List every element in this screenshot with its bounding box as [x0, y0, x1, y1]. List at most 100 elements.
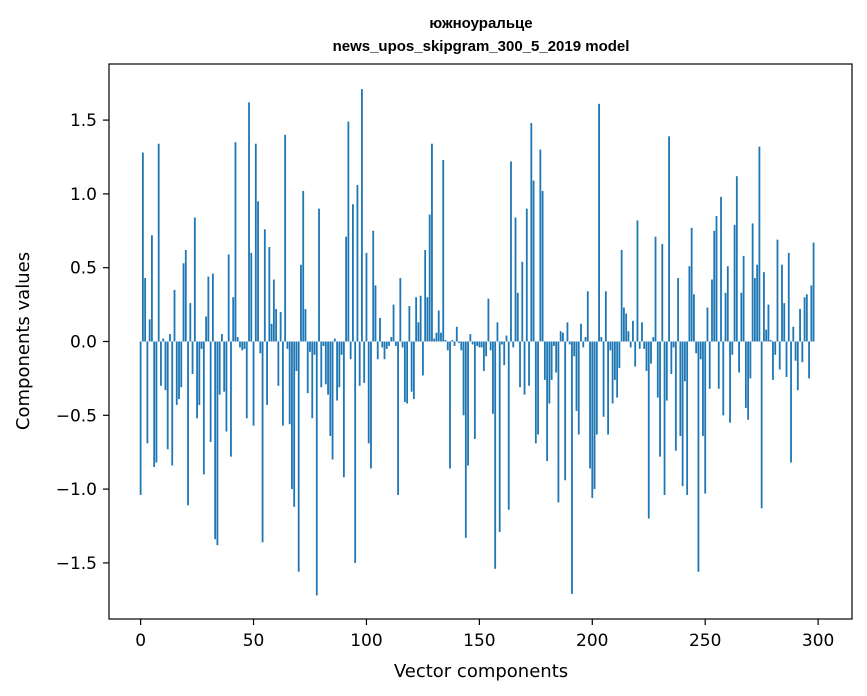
bar [460, 341, 463, 351]
bar [403, 341, 406, 403]
bar [753, 278, 756, 342]
bar [209, 341, 212, 442]
bar [284, 134, 287, 342]
bar [275, 309, 278, 342]
bar [157, 143, 160, 342]
bar [740, 292, 743, 342]
bar [803, 297, 806, 342]
bar [537, 341, 539, 435]
bar [309, 341, 311, 352]
bar [634, 341, 637, 367]
bar [221, 334, 223, 342]
bar [708, 341, 711, 389]
bar [144, 278, 147, 342]
bar [451, 340, 454, 342]
bar [286, 341, 289, 349]
bar [440, 332, 442, 342]
bar [613, 341, 616, 380]
bar [808, 341, 810, 379]
bar [297, 341, 300, 572]
bar [568, 341, 571, 345]
bar [480, 341, 483, 348]
bar [726, 266, 729, 342]
bar [654, 236, 657, 342]
bar [155, 341, 158, 463]
bar [200, 341, 203, 349]
bar [604, 291, 607, 342]
bar [713, 230, 716, 342]
bar [315, 341, 318, 596]
bar [354, 341, 357, 563]
bar [408, 306, 411, 342]
bar [467, 341, 469, 466]
bar [772, 341, 774, 380]
bar [552, 341, 555, 346]
bar [541, 190, 544, 342]
bar [169, 334, 171, 342]
bar [476, 341, 479, 346]
bar [767, 304, 770, 342]
bar [320, 341, 323, 388]
bar [482, 341, 485, 372]
bar [342, 341, 345, 478]
y-tick-label: −0.5 [56, 406, 97, 426]
bar [799, 309, 801, 342]
bar [756, 264, 759, 342]
bar [555, 341, 558, 373]
bar [674, 341, 677, 451]
bar [146, 341, 149, 444]
bar [629, 341, 632, 348]
bar [329, 341, 332, 436]
bar [207, 276, 210, 342]
bar [363, 341, 366, 383]
bar [763, 272, 765, 342]
bar [435, 332, 438, 342]
bar [679, 341, 682, 436]
bar [234, 142, 237, 342]
plot-frame [108, 63, 853, 620]
bar [566, 322, 569, 342]
bar [742, 255, 745, 342]
bar [426, 297, 429, 342]
bar [792, 326, 795, 342]
bar [471, 341, 474, 345]
bar [729, 341, 731, 423]
bar [702, 341, 704, 436]
bar [593, 341, 596, 490]
bar [760, 341, 763, 509]
bar [218, 341, 221, 395]
bar [449, 341, 451, 469]
bar [225, 341, 228, 432]
bar [365, 252, 368, 342]
bar [446, 341, 449, 351]
bar [397, 341, 399, 496]
bar [611, 341, 614, 404]
bar [514, 217, 517, 342]
x-axis-label: Vector components [394, 661, 568, 682]
bar [645, 341, 648, 372]
chart-subtitle: news_upos_skipgram_300_5_2019 model [333, 38, 630, 55]
bar [778, 341, 781, 370]
bar [512, 341, 515, 348]
bar [589, 341, 591, 469]
bar [198, 341, 201, 405]
bar [223, 341, 226, 392]
bar [690, 227, 693, 342]
bar [383, 341, 386, 360]
bar [485, 341, 488, 357]
bar [625, 313, 628, 342]
bar [796, 341, 799, 391]
bar [564, 341, 567, 481]
bar [516, 292, 519, 342]
bar [281, 341, 284, 426]
x-tick-label: 150 [463, 631, 495, 651]
bar [331, 341, 334, 460]
bar [216, 341, 219, 546]
bar [406, 341, 409, 404]
bar [453, 341, 456, 346]
bar [706, 307, 709, 342]
bar [444, 340, 447, 342]
bar [257, 201, 259, 342]
bar [431, 143, 433, 342]
bar [532, 180, 535, 342]
